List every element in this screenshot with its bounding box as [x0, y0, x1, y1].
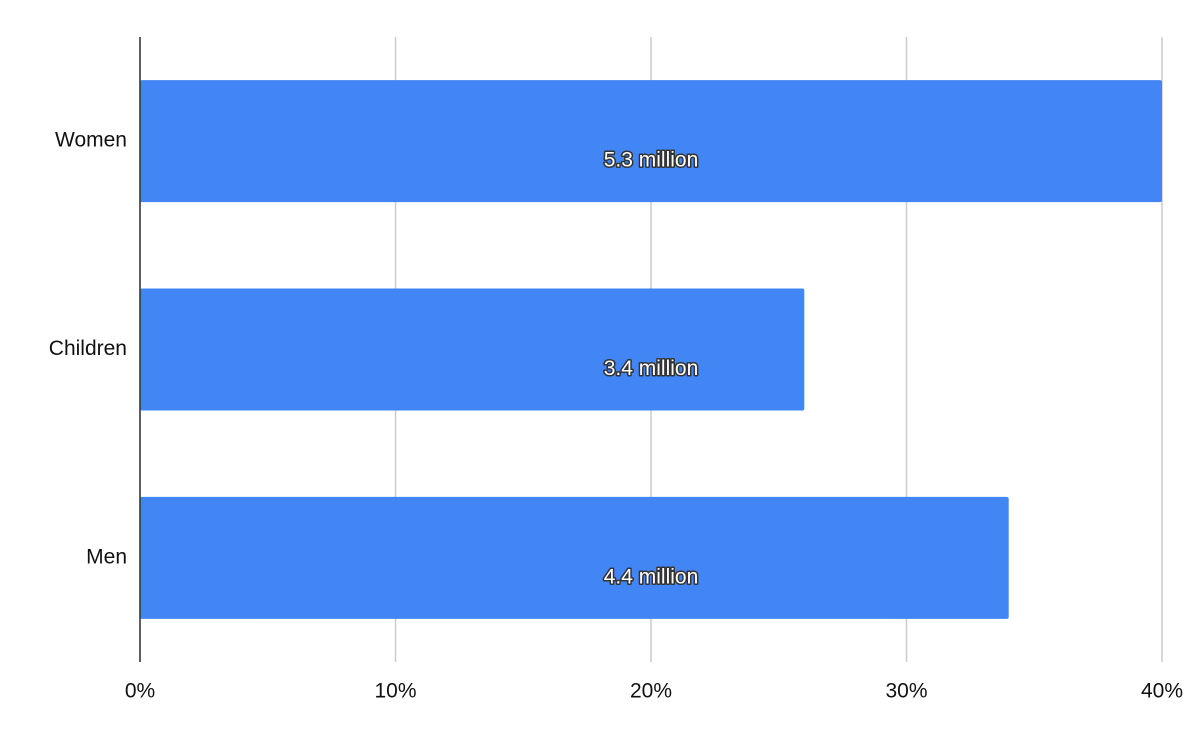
y-tick-label: Women — [55, 129, 127, 152]
x-tick-label: 0% — [125, 680, 155, 703]
y-tick-label: Men — [86, 545, 127, 568]
x-tick-label: 20% — [630, 680, 672, 703]
x-tick-label: 40% — [1141, 680, 1183, 703]
x-tick-label: 10% — [374, 680, 416, 703]
bar-label: 3.4 million — [604, 357, 699, 380]
x-tick-label: 30% — [885, 680, 927, 703]
bar-label: 4.4 million — [604, 565, 699, 588]
bar-label: 5.3 million — [604, 149, 699, 172]
y-tick-label: Children — [49, 337, 127, 360]
bar — [140, 80, 1162, 203]
bar — [140, 288, 805, 411]
bar — [140, 496, 1009, 619]
